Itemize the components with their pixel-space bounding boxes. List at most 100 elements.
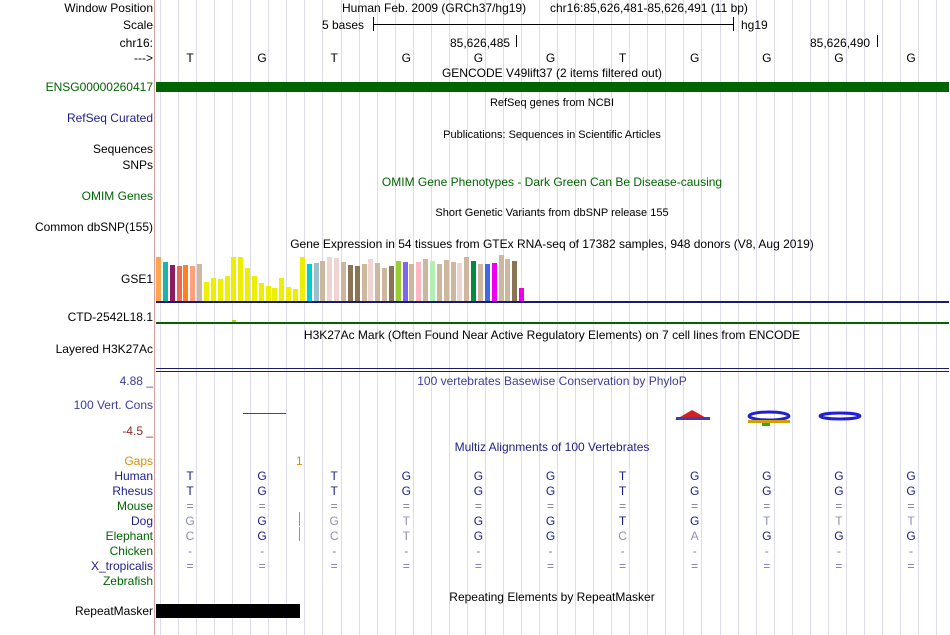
h3k27ac-track-label[interactable]: Layered H3K27Ac — [55, 342, 153, 356]
refseq-track-label[interactable]: RefSeq Curated — [66, 111, 153, 125]
gtex-tissue-bar[interactable] — [197, 264, 203, 301]
gtex-tissue-bar[interactable] — [176, 266, 182, 301]
gtex-tissue-bar[interactable] — [265, 286, 271, 301]
repeatmasker-element-bar[interactable] — [156, 604, 300, 618]
multiz-base: T — [763, 514, 771, 528]
gtex-tissue-bar[interactable] — [443, 260, 449, 301]
phylop-track-label[interactable]: 100 Vert. Cons — [73, 398, 153, 412]
gtex-tissue-bar[interactable] — [409, 264, 415, 301]
gtex-tissue-bar[interactable] — [238, 257, 244, 301]
gtex-tissue-bar[interactable] — [272, 288, 278, 301]
gtex-tissue-bar[interactable] — [450, 262, 456, 301]
phylop-track-title[interactable]: 100 vertebrates Basewise Conservation by… — [417, 374, 687, 388]
gtex-gene-label[interactable]: CTD-2542L18.1 — [67, 310, 153, 324]
multiz-base: G — [545, 484, 556, 498]
gtex-tissue-bar[interactable] — [251, 276, 257, 301]
gtex-tissue-bar[interactable] — [299, 257, 305, 301]
gtex-tissue-bar[interactable] — [340, 262, 346, 301]
gtex-tissue-bar[interactable] — [484, 264, 490, 301]
grid-line — [810, 0, 811, 635]
publications-label-snps[interactable]: SNPs — [122, 158, 153, 172]
multiz-species-label[interactable]: Zebrafish — [102, 574, 153, 588]
omim-track-title[interactable]: OMIM Gene Phenotypes - Dark Green Can Be… — [381, 175, 723, 189]
grid-line — [413, 0, 414, 635]
multiz-species-label[interactable]: Rhesus — [112, 484, 153, 498]
gtex-tissue-bar[interactable] — [224, 276, 230, 301]
multiz-species-label[interactable]: Mouse — [116, 499, 153, 513]
multiz-species-label[interactable]: Elephant — [105, 529, 153, 543]
gtex-track-label[interactable]: GSE1 — [120, 272, 153, 286]
gencode-track-title[interactable]: GENCODE V49lift37 (2 items filtered out) — [441, 66, 663, 80]
gtex-tissue-bar[interactable] — [286, 287, 292, 301]
refseq-track-title[interactable]: RefSeq genes from NCBI — [489, 97, 615, 109]
gtex-tissue-bar[interactable] — [477, 264, 483, 301]
gtex-tissue-bar[interactable] — [519, 288, 525, 301]
gtex-tissue-bar[interactable] — [347, 265, 353, 301]
gtex-tissue-bar[interactable] — [231, 257, 237, 301]
gtex-tissue-bar[interactable] — [457, 263, 463, 301]
gtex-tissue-bar[interactable] — [156, 257, 161, 301]
multiz-base: = — [546, 499, 554, 513]
gtex-tissue-bar[interactable] — [258, 283, 264, 301]
gtex-tissue-bar[interactable] — [354, 266, 360, 301]
gtex-tissue-bar[interactable] — [245, 268, 251, 301]
h3k27ac-track-title[interactable]: H3K27Ac Mark (Often Found Near Active Re… — [303, 328, 801, 342]
multiz-species-label[interactable]: Human — [114, 469, 153, 483]
gtex-tissue-bar[interactable] — [313, 263, 319, 301]
multiz-base: G — [762, 484, 772, 498]
label-column-separator — [154, 0, 155, 635]
gtex-tissue-bar[interactable] — [190, 266, 196, 301]
gtex-tissue-bar[interactable] — [512, 261, 518, 301]
multiz-track-title[interactable]: Multiz Alignments of 100 Vertebrates — [454, 440, 650, 454]
gtex-tissue-bar[interactable] — [334, 258, 340, 301]
grid-line — [701, 0, 702, 635]
gtex-tissue-bar[interactable] — [368, 259, 374, 301]
gencode-gene-bar[interactable] — [156, 82, 949, 92]
gtex-tissue-bar[interactable] — [320, 261, 326, 301]
dbsnp-track-title[interactable]: Short Genetic Variants from dbSNP releas… — [435, 207, 669, 219]
gtex-tissue-bar[interactable] — [169, 265, 175, 301]
gtex-tissue-bar[interactable] — [382, 268, 388, 301]
gtex-tissue-bar[interactable] — [430, 261, 435, 301]
gtex-tissue-bar[interactable] — [327, 257, 333, 301]
dbsnp-track-label[interactable]: Common dbSNP(155) — [34, 220, 153, 234]
gtex-tissue-bar[interactable] — [162, 262, 168, 301]
multiz-species-label[interactable]: X_tropicalis — [90, 559, 153, 573]
publications-label-sequences[interactable]: Sequences — [92, 142, 153, 156]
gtex-tissue-bar[interactable] — [183, 265, 189, 301]
multiz-species-label[interactable]: Chicken — [109, 544, 153, 558]
multiz-species-label[interactable]: Dog — [130, 514, 153, 528]
gtex-tissue-bar[interactable] — [423, 259, 429, 301]
gtex-track-title[interactable]: Gene Expression in 54 tissues from GTEx … — [290, 237, 814, 251]
gtex-tissue-bar[interactable] — [471, 261, 477, 301]
phylop-logo-g1 — [747, 410, 791, 422]
multiz-base: = — [619, 499, 627, 513]
gtex-tissue-bar[interactable] — [498, 255, 504, 301]
gtex-tissue-bar[interactable] — [388, 266, 394, 301]
gencode-item-label[interactable]: ENSG00000260417 — [45, 80, 153, 94]
multiz-gaps-label[interactable]: Gaps — [124, 454, 153, 468]
gtex-tissue-bar[interactable] — [464, 257, 470, 301]
repeatmasker-track-title[interactable]: Repeating Elements by RepeatMasker — [449, 590, 655, 604]
gtex-tissue-bar[interactable] — [279, 278, 285, 301]
publications-track-title[interactable]: Publications: Sequences in Scientific Ar… — [443, 129, 661, 141]
gtex-gene-line[interactable] — [156, 322, 949, 324]
gtex-tissue-bar[interactable] — [491, 263, 497, 301]
gtex-tissue-bar[interactable] — [436, 264, 442, 301]
gtex-tissue-bar[interactable] — [306, 264, 312, 301]
multiz-base: - — [836, 544, 841, 558]
position-text[interactable]: chr16:85,626,481-85,626,491 (11 bp) — [550, 1, 748, 15]
gtex-tissue-bar[interactable] — [505, 259, 511, 301]
gtex-tissue-bar[interactable] — [203, 282, 209, 301]
gtex-tissue-bar[interactable] — [361, 264, 367, 301]
repeatmasker-track-label[interactable]: RepeatMasker — [74, 604, 153, 618]
gtex-tissue-bar[interactable] — [402, 262, 408, 301]
gtex-tissue-bar[interactable] — [210, 278, 216, 301]
gtex-tissue-bar[interactable] — [293, 289, 298, 301]
gtex-tissue-bar[interactable] — [395, 261, 401, 301]
multiz-base: = — [619, 559, 627, 573]
gtex-tissue-bar[interactable] — [217, 279, 223, 301]
gtex-tissue-bar[interactable] — [375, 263, 381, 301]
gtex-tissue-bar[interactable] — [416, 262, 422, 301]
omim-track-label[interactable]: OMIM Genes — [81, 189, 153, 203]
